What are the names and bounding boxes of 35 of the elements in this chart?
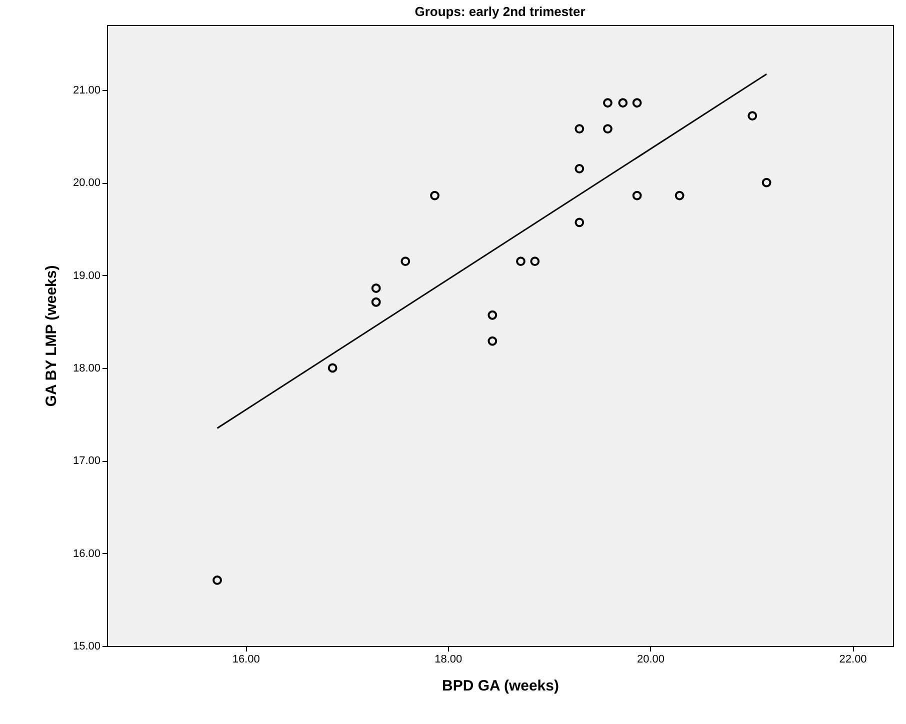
x-tick-label: 16.00 (232, 654, 260, 666)
point (430, 190, 440, 200)
point (762, 178, 772, 188)
point (748, 111, 758, 121)
x-tick-label: 18.00 (434, 654, 462, 666)
point (371, 284, 381, 293)
point (371, 297, 381, 307)
point (530, 256, 540, 266)
point (488, 310, 498, 320)
point (516, 256, 526, 266)
x-tick-label: 20.00 (636, 654, 664, 666)
y-tick-label: 18.00 (72, 362, 100, 374)
y-tick-label: 15.00 (72, 640, 100, 652)
point (674, 190, 684, 200)
point (632, 190, 642, 200)
point (603, 98, 612, 108)
point (574, 164, 584, 174)
y-tick-label: 17.00 (72, 455, 100, 468)
y-tick-label: 20.00 (72, 177, 100, 190)
point (603, 124, 612, 134)
chart-title: Groups: early 2nd trimester (414, 4, 586, 19)
point (328, 363, 338, 373)
y-tick-label: 16.00 (72, 548, 100, 560)
point (618, 98, 628, 108)
x-tick-label: 22.00 (839, 654, 867, 666)
y-axis-title: GA BY LMP (weeks) (42, 265, 60, 407)
point (212, 575, 222, 585)
point (488, 336, 498, 346)
x-axis-title: BPD GA (weeks) (442, 678, 559, 694)
point (574, 218, 584, 228)
point (400, 256, 410, 266)
y-tick-label: 21.00 (72, 84, 100, 96)
y-tick-label: 19.00 (72, 270, 100, 282)
point (632, 98, 642, 108)
point (574, 124, 584, 134)
